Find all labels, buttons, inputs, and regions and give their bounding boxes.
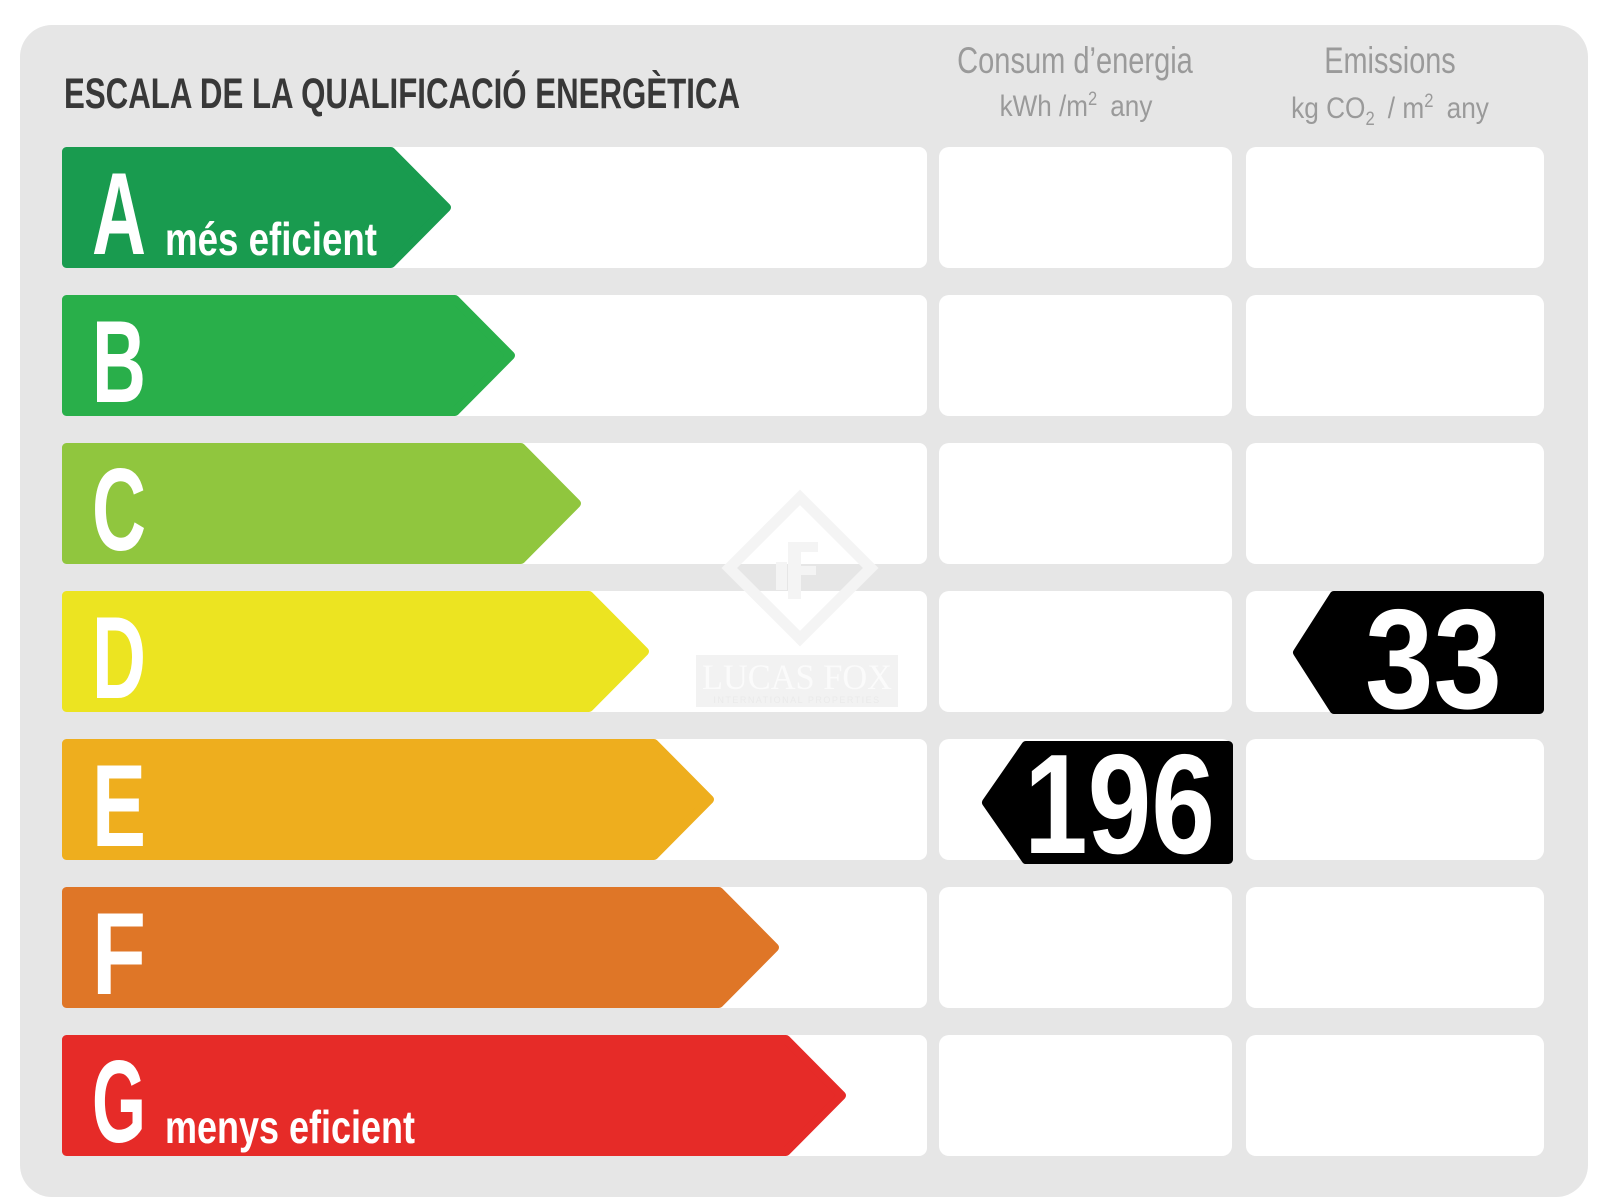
- svg-text:E: E: [92, 740, 146, 871]
- svg-text:A: A: [92, 148, 146, 279]
- svg-text:més eficient: més eficient: [165, 213, 377, 265]
- svg-text:C: C: [92, 444, 146, 575]
- svg-text:ESCALA DE LA QUALIFICACIÓ ENER: ESCALA DE LA QUALIFICACIÓ ENERGÈTICA: [64, 69, 740, 118]
- svg-text:196: 196: [1024, 725, 1215, 884]
- svg-text:D: D: [92, 592, 146, 723]
- svg-text:menys eficient: menys eficient: [165, 1101, 415, 1153]
- svg-text:Consum d’energia: Consum d’energia: [957, 41, 1193, 82]
- svg-text:B: B: [92, 296, 146, 427]
- svg-text:kg CO2 / m2 any: kg CO2 / m2 any: [1291, 90, 1490, 129]
- svg-text:F: F: [92, 888, 146, 1019]
- svg-text:Emissions: Emissions: [1324, 41, 1455, 82]
- svg-text:kWh /m2 any: kWh /m2 any: [1000, 88, 1153, 122]
- svg-text:33: 33: [1365, 580, 1502, 739]
- svg-text:LUCAS FOX: LUCAS FOX: [702, 657, 892, 697]
- svg-text:G: G: [92, 1036, 146, 1167]
- svg-text:INTERNATIONAL PROPERTIES: INTERNATIONAL PROPERTIES: [713, 695, 880, 705]
